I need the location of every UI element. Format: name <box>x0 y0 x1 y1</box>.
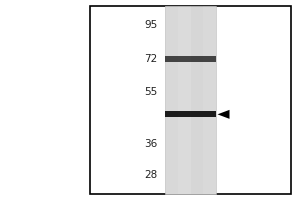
Bar <box>165 56 216 62</box>
Text: 55: 55 <box>144 87 158 97</box>
Bar <box>165 6 216 194</box>
Text: 36: 36 <box>144 139 158 149</box>
Text: 72: 72 <box>144 54 158 64</box>
Bar <box>178 6 190 194</box>
Bar <box>203 6 216 194</box>
Text: 95: 95 <box>144 20 158 30</box>
Polygon shape <box>218 110 230 119</box>
Bar <box>165 111 216 117</box>
Bar <box>165 6 178 194</box>
Text: 28: 28 <box>144 170 158 180</box>
Bar <box>190 6 203 194</box>
Bar <box>90 6 291 194</box>
